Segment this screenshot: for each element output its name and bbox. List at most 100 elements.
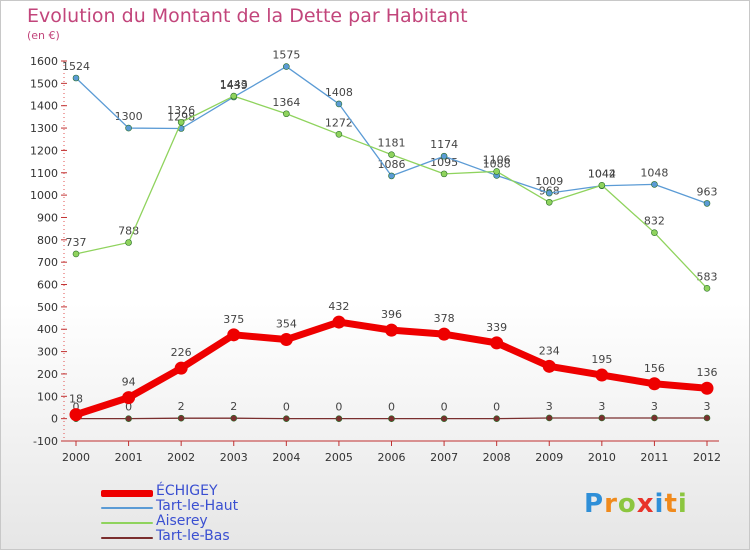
y-tick-label: 200 [37, 368, 58, 381]
legend-swatch [101, 507, 153, 509]
data-point [174, 361, 188, 375]
data-point [125, 415, 132, 422]
data-point [440, 415, 448, 422]
logo-letter: t [664, 489, 678, 519]
data-point [542, 359, 556, 373]
data-label: 1298 [167, 111, 195, 124]
y-tick-label: 800 [37, 234, 58, 247]
chart-axes: -100010020030040050060070080090010001100… [30, 55, 721, 464]
data-label: 0 [441, 401, 448, 414]
logo-letter: i [677, 489, 688, 519]
data-point [230, 92, 238, 100]
legend-label: Aiserey [156, 513, 208, 529]
logo-letter: o [617, 489, 637, 519]
data-label: 396 [381, 308, 402, 321]
x-tick-label: 2001 [115, 451, 143, 464]
logo-letter: x [636, 489, 655, 519]
y-tick-label: 1200 [30, 144, 58, 157]
data-point [700, 381, 714, 395]
data-point [125, 124, 132, 132]
data-label: 832 [644, 215, 665, 228]
data-label: 3 [546, 400, 553, 413]
data-label: 788 [118, 225, 139, 238]
data-label: 195 [591, 353, 612, 366]
data-point [440, 152, 448, 160]
y-tick-label: 1300 [30, 122, 58, 135]
y-tick-label: 700 [37, 256, 58, 269]
data-point [493, 168, 500, 175]
data-label: 963 [697, 185, 718, 198]
data-point [651, 414, 658, 422]
logo-letter: i [654, 489, 665, 519]
data-point [335, 100, 343, 108]
data-label: 1048 [640, 166, 668, 179]
logo-letter: P [584, 489, 605, 519]
data-point [125, 239, 132, 246]
data-label: 1575 [272, 49, 300, 62]
data-point [490, 336, 504, 350]
x-tick-label: 2012 [693, 451, 721, 464]
data-point [703, 414, 711, 422]
data-label: 94 [122, 376, 136, 389]
data-label: 583 [697, 270, 718, 283]
x-tick-label: 2002 [167, 451, 195, 464]
data-point [283, 63, 290, 70]
data-label: 226 [171, 346, 192, 359]
x-tick-label: 2003 [220, 451, 248, 464]
data-point [545, 189, 553, 197]
legend-label: Tart-le-Bas [156, 528, 230, 544]
data-label: 1181 [378, 137, 406, 150]
data-label: 1443 [220, 78, 248, 91]
y-tick-label: 100 [37, 390, 58, 403]
legend-swatch [101, 489, 153, 497]
data-label: 0 [125, 401, 132, 414]
data-point [651, 181, 658, 188]
data-point [335, 415, 343, 422]
x-tick-label: 2000 [62, 451, 90, 464]
data-point [545, 414, 553, 422]
data-label: 1174 [430, 138, 458, 151]
data-label: 2 [230, 400, 237, 413]
chart-unit-label: (en €) [27, 29, 60, 42]
data-label: 1408 [325, 86, 353, 99]
data-labels: 1524 1300 1298 1439 1575 1408 1086 1174 1088 1009… [62, 49, 718, 414]
data-label: 1300 [115, 110, 143, 123]
data-label: 0 [493, 401, 500, 414]
data-label: 375 [223, 313, 244, 326]
x-tick-label: 2010 [588, 451, 616, 464]
data-point [177, 118, 185, 126]
proxiti-logo: Proxiti [584, 489, 688, 519]
data-label: 3 [598, 400, 605, 413]
data-point [332, 315, 346, 329]
legend-swatch [101, 537, 153, 539]
data-label: 0 [283, 401, 290, 414]
data-label: 136 [697, 366, 718, 379]
data-point [703, 285, 711, 292]
x-tick-label: 2009 [535, 451, 563, 464]
data-label: 156 [644, 362, 665, 375]
y-tick-label: 400 [37, 323, 58, 336]
data-label: 1524 [62, 60, 90, 73]
data-point [647, 377, 661, 391]
data-label: 1088 [483, 157, 511, 170]
data-point [703, 200, 711, 207]
data-label: 234 [539, 344, 560, 357]
logo-letter: r [604, 489, 618, 519]
data-point [122, 391, 136, 405]
data-point [651, 229, 658, 236]
y-tick-label: 1100 [30, 167, 58, 180]
series-line-1 [75, 65, 708, 205]
data-point [440, 170, 448, 178]
legend-swatch [101, 522, 153, 524]
y-tick-label: 600 [37, 279, 58, 292]
chart-title: Evolution du Montant de la Dette par Hab… [27, 5, 468, 27]
legend-label: Tart-le-Haut [156, 498, 239, 514]
legend-label: ÉCHIGEY [156, 483, 218, 499]
data-label: 1044 [588, 167, 616, 180]
series-lines [69, 63, 714, 422]
data-point [598, 181, 606, 189]
y-tick-label: -100 [33, 435, 58, 448]
x-tick-label: 2006 [378, 451, 406, 464]
data-point [385, 323, 398, 337]
